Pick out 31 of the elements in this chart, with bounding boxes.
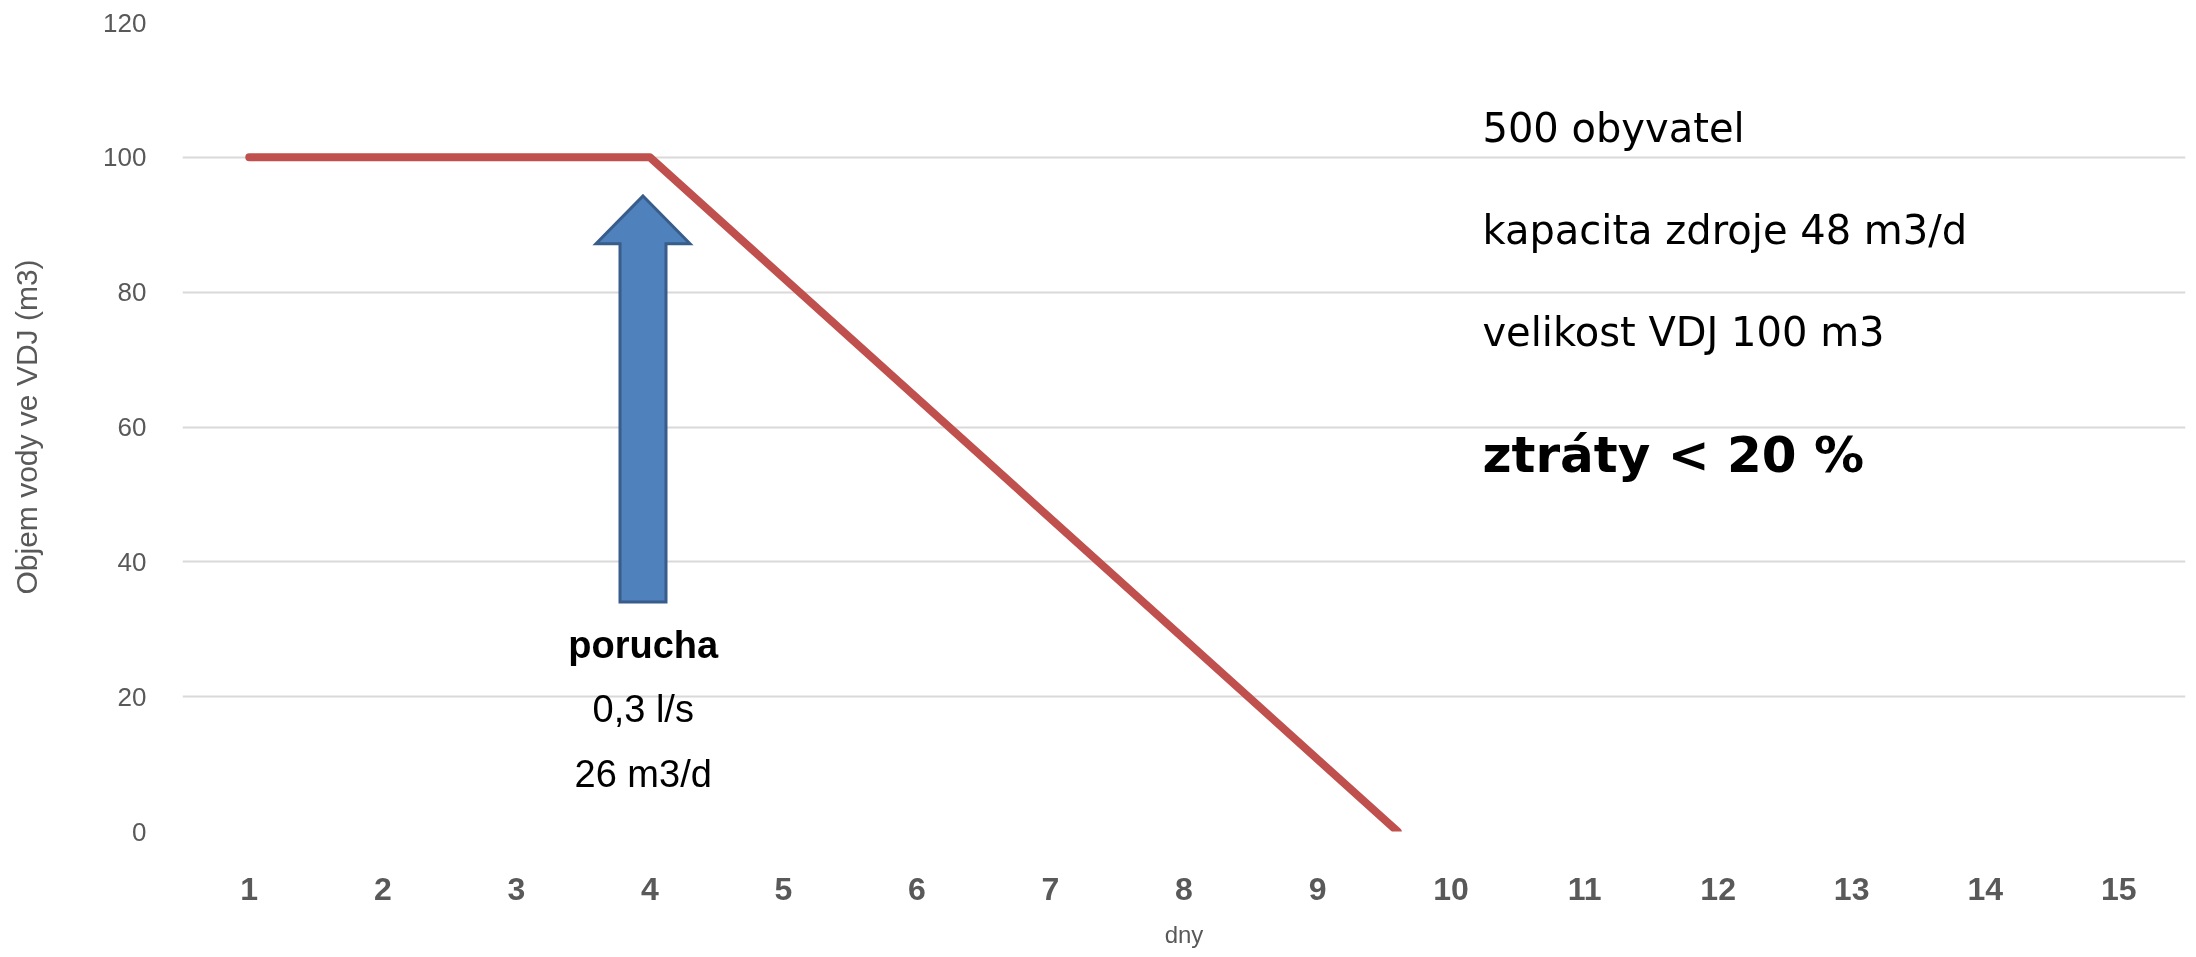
x-tick-label: 10 xyxy=(1433,870,1469,907)
x-tick-label: 6 xyxy=(908,870,926,907)
annotation: 0,3 l/s xyxy=(592,688,694,731)
y-tick-label: 80 xyxy=(117,277,147,308)
x-tick-label: 8 xyxy=(1175,870,1193,907)
x-tick-label: 2 xyxy=(373,870,392,907)
y-tick-label: 20 xyxy=(117,681,147,712)
y-tick-label: 60 xyxy=(117,412,147,442)
y-tick-label: 0 xyxy=(132,816,147,847)
x-tick-label: 14 xyxy=(1967,870,2004,907)
x-tick-label: 7 xyxy=(1041,870,1060,907)
annotation: porucha xyxy=(568,623,720,666)
x-tick-label: 11 xyxy=(1567,870,1602,907)
annotation: velikost VDJ 100 m3 xyxy=(1482,309,1885,356)
x-tick-label: 12 xyxy=(1700,870,1736,907)
x-axis-title: dny xyxy=(1164,920,1204,948)
y-tick-label: 100 xyxy=(103,142,147,173)
annotation: ztráty < 20 % xyxy=(1482,425,1865,484)
x-tick-label: 4 xyxy=(640,870,659,907)
y-axis-title: Objem vody ve VDJ (m3) xyxy=(10,259,44,595)
x-tick-label: 3 xyxy=(507,870,526,907)
annotation: kapacita zdroje 48 m3/d xyxy=(1482,207,1968,254)
y-tick-label: 40 xyxy=(117,546,147,577)
x-tick-label: 13 xyxy=(1833,870,1870,907)
y-tick-label: 120 xyxy=(103,7,147,38)
annotation: 500 obyvatel xyxy=(1482,105,1745,152)
x-tick-label: 5 xyxy=(774,870,793,907)
annotation: 26 m3/d xyxy=(574,753,712,796)
x-tick-label: 9 xyxy=(1308,870,1327,907)
x-tick-label: 1 xyxy=(240,870,259,907)
x-tick-label: 15 xyxy=(2100,870,2137,907)
